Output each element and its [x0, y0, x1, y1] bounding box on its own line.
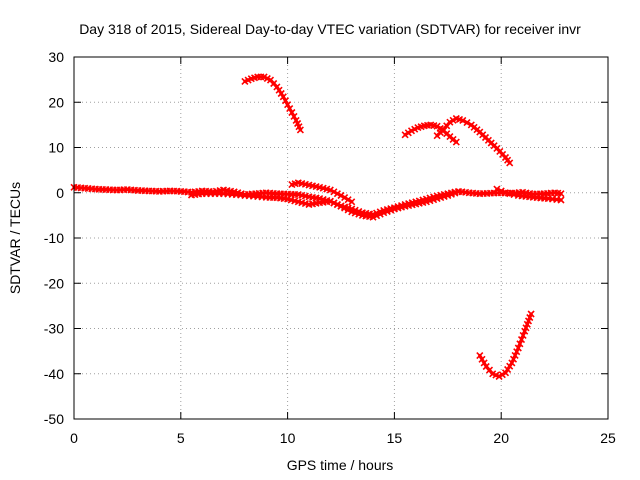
data-point-marker — [337, 191, 345, 200]
data-point-marker — [275, 86, 283, 94]
y-tick-label: 10 — [48, 140, 64, 156]
data-point-marker — [337, 202, 345, 210]
data-point-marker — [459, 116, 467, 124]
data-point-marker — [513, 348, 521, 356]
x-tick-label: 5 — [177, 430, 185, 446]
data-point-marker — [452, 138, 460, 146]
x-tick-label: 10 — [280, 430, 296, 446]
x-tick-label: 0 — [70, 430, 78, 446]
data-point-marker — [344, 196, 352, 204]
data-point-marker — [296, 126, 304, 134]
data-point-marker — [504, 365, 512, 374]
x-axis-title: GPS time / hours — [287, 457, 394, 473]
data-point-marker — [501, 369, 510, 377]
data-point-marker — [557, 190, 565, 198]
data-point-marker — [344, 206, 352, 214]
data-point-marker — [330, 199, 338, 207]
data-point-marker — [333, 190, 341, 198]
y-tick-label: -10 — [44, 230, 64, 246]
data-point-marker — [478, 355, 486, 363]
data-point-marker — [476, 352, 484, 360]
series-arc-bump-10-12 — [288, 179, 356, 206]
data-point-marker — [281, 97, 290, 105]
series-arc-mid-15-17 — [401, 121, 460, 146]
series-arc-high-8-10 — [241, 73, 304, 134]
data-point-marker — [516, 340, 524, 348]
data-point-marker — [493, 185, 501, 193]
data-point-marker — [517, 336, 526, 344]
data-point-marker — [527, 310, 535, 318]
data-point-marker — [509, 355, 518, 363]
y-tick-label: -40 — [44, 366, 64, 382]
tick-layer: 0 5 10 15 20 25 -50 -40 -30 -20 -10 0 10 20 30 — [44, 49, 616, 446]
data-point-marker — [284, 101, 292, 109]
series-layer — [70, 73, 565, 381]
data-point-marker — [333, 201, 341, 209]
data-point-marker — [401, 131, 409, 139]
y-tick-label: -30 — [44, 321, 64, 337]
x-tick-label: 20 — [493, 430, 509, 446]
data-point-marker — [348, 198, 356, 206]
data-point-marker — [463, 119, 471, 127]
data-point-marker — [519, 331, 527, 339]
y-tick-label: 30 — [48, 49, 64, 65]
data-point-marker — [341, 204, 349, 212]
data-point-marker — [326, 197, 334, 205]
data-point-marker — [514, 344, 522, 352]
series-arc-mid-17-20 — [433, 114, 514, 167]
y-tick-label: -20 — [44, 275, 64, 291]
data-point-marker — [454, 188, 463, 196]
data-point-marker — [277, 89, 285, 98]
y-tick-label: -50 — [44, 411, 64, 427]
data-point-marker — [330, 188, 338, 196]
data-point-marker — [557, 196, 565, 204]
data-point-marker — [508, 359, 516, 367]
series-arc-tail-20-23 — [493, 185, 565, 204]
data-point-marker — [290, 112, 298, 120]
data-point-marker — [480, 359, 488, 367]
x-tick-label: 15 — [387, 430, 403, 446]
data-point-marker — [286, 105, 294, 113]
data-point-marker — [404, 129, 412, 137]
data-point-marker — [497, 187, 505, 195]
data-point-marker — [279, 93, 287, 101]
series-arc-mid-lower — [187, 188, 463, 221]
y-axis-title: SDTVAR / TECUs — [7, 182, 23, 294]
series-arc-low-19-21 — [476, 310, 535, 381]
data-point-marker — [341, 194, 349, 202]
y-tick-label: 20 — [48, 94, 64, 110]
x-tick-label: 25 — [600, 430, 616, 446]
data-point-marker — [326, 186, 334, 194]
data-point-marker — [288, 108, 296, 117]
data-point-marker — [506, 159, 514, 167]
data-point-marker — [511, 351, 519, 359]
chart-title: Day 318 of 2015, Sidereal Day-to-day VTE… — [79, 21, 581, 37]
y-tick-label: 0 — [56, 185, 64, 201]
